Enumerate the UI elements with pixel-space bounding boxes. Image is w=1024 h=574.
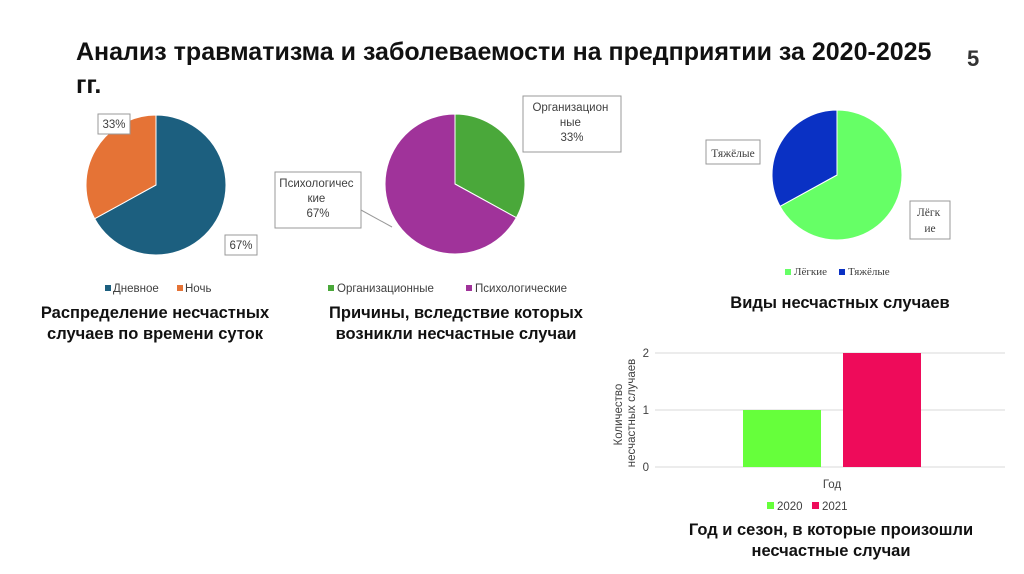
pie-slice-light [779, 109, 903, 241]
legend-label-org: Организационные [337, 283, 434, 295]
y-tick-label: 2 [643, 348, 649, 360]
data-label-org: Организацион ные 33% [532, 102, 611, 144]
data-label-box [522, 95, 622, 153]
data-label-box [705, 139, 761, 165]
legend-label-2021: 2021 [822, 501, 848, 513]
legend-swatch-2021 [812, 502, 819, 509]
bar-chart-year: 0 1 2 Количество несчастных случаев Год 20… [613, 348, 1005, 513]
data-label-box [224, 234, 258, 256]
y-tick-label: 1 [643, 405, 649, 417]
bar-2021 [843, 353, 921, 467]
bar-2020 [743, 410, 821, 467]
caption-types: Виды несчастных случаев [730, 294, 950, 312]
legend-swatch-psych [466, 285, 472, 291]
data-label-box [97, 113, 131, 135]
legend-label-day: Дневное [113, 283, 159, 295]
x-category-label: Год [823, 479, 842, 491]
data-label-heavy: Тяжёлые [711, 148, 755, 160]
pie-slice-heavy [771, 109, 838, 207]
legend-label-psych: Психологические [475, 283, 567, 295]
caption-time-of-day: Распределение несчастных случаев по врем… [40, 304, 270, 343]
data-label-light: Лёгк ие [917, 207, 943, 235]
data-label-psych: Психологичес кие 67% [279, 178, 356, 220]
legend-label-heavy: Тяжёлые [848, 266, 890, 278]
leader-line [360, 209, 393, 228]
data-label-box [274, 171, 362, 229]
legend-label-2020: 2020 [777, 501, 803, 513]
page-title: Анализ травматизма и заболеваемости на п… [76, 38, 932, 99]
pie-slice-psych [384, 113, 518, 255]
y-axis-title: Количество несчастных случаев [613, 359, 638, 467]
data-label-box [909, 200, 951, 240]
pie-slice-org [454, 113, 526, 219]
legend-swatch-light [785, 269, 791, 275]
pie-chart-types: Тяжёлые Лёгк ие Лёгкие Тяжёлые [705, 109, 951, 278]
pie-slice-day [93, 114, 227, 256]
pie-chart-time-of-day: 33% 67% Дневное Ночь [85, 113, 258, 295]
caption-causes: Причины, вследствие которых возникли нес… [329, 304, 583, 343]
data-label-day: 67% [229, 240, 252, 252]
data-label-night: 33% [102, 119, 125, 131]
y-tick-label: 0 [643, 462, 649, 474]
legend-swatch-2020 [767, 502, 774, 509]
pie-slice-night [85, 114, 157, 220]
caption-year-season: Год и сезон, в которые произошли несчаст… [688, 521, 974, 560]
page-number: 5 [967, 46, 980, 71]
legend-swatch-heavy [839, 269, 845, 275]
legend-swatch-day [105, 285, 111, 291]
pie-chart-causes: Организацион ные 33% Психологичес кие 67… [274, 95, 622, 295]
legend-label-night: Ночь [185, 283, 211, 295]
legend-swatch-org [328, 285, 334, 291]
legend-swatch-night [177, 285, 183, 291]
legend-label-light: Лёгкие [794, 266, 827, 278]
